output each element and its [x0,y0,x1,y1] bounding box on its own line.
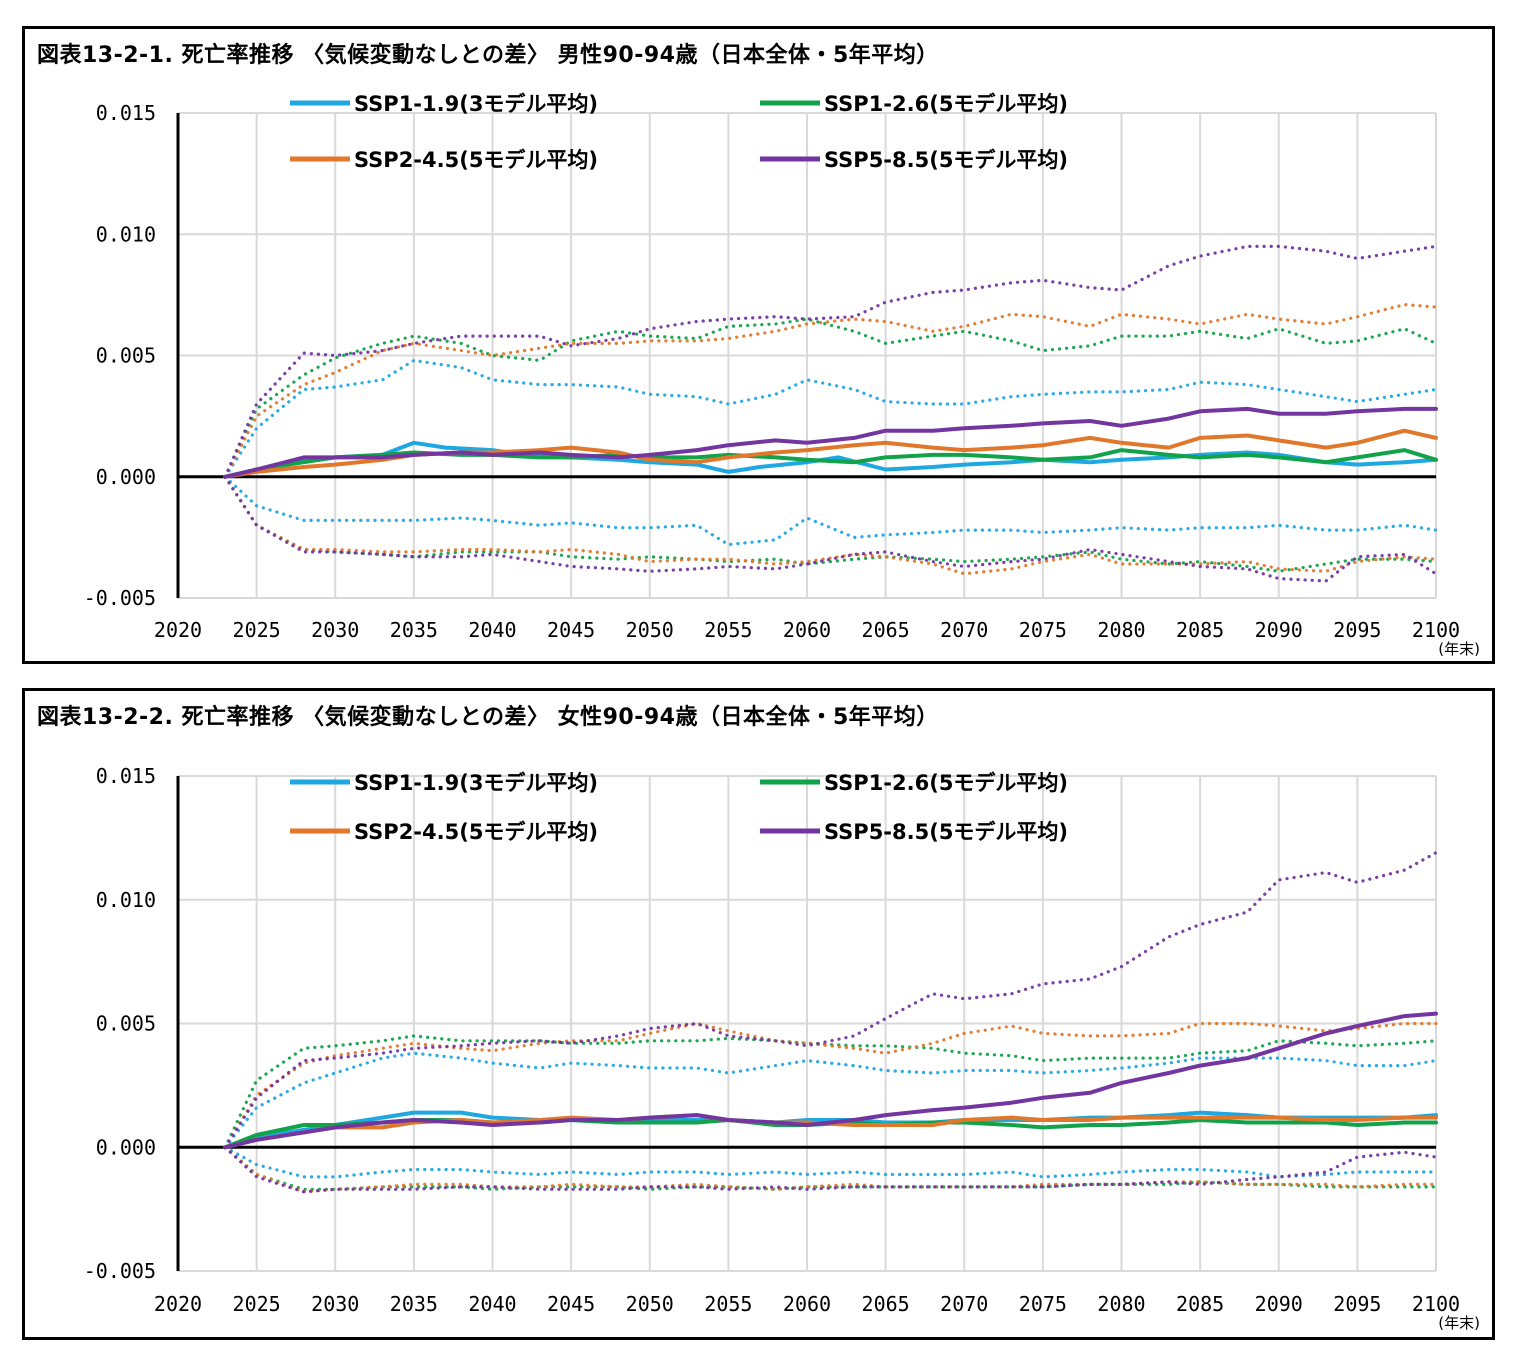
y-tick-label: 0.000 [96,465,156,489]
dotted-series-ssp2-4-5 [223,475,1438,576]
dotted-series-ssp1-2-6 [223,475,1438,573]
x-tick-label: 2065 [862,618,910,642]
x-tick-label: 2040 [468,1292,516,1316]
legend-label: SSP1-2.6(5モデル平均) [824,92,1068,116]
y-tick-label: 0.005 [96,344,156,368]
y-tick-label: 0.000 [96,1135,156,1159]
x-tick-label: 2065 [862,1292,910,1316]
legend: SSP1-1.9(3モデル平均) SSP1-2.6(5モデル平均) SSP2-4.5… [290,771,1068,844]
dotted-series-ssp5-8-5 [223,475,1438,583]
dotted-series-ssp2-4-5 [223,303,1438,479]
x-tick-label: 2070 [940,618,988,642]
x-tick-label: 2055 [704,1292,752,1316]
y-tick-label: 0.015 [96,101,156,125]
x-tick-label: 2075 [1019,618,1067,642]
x-tick-label: 2020 [154,1292,202,1316]
line-chart-female: 0.015 0.010 0.005 0.000 -0.005 2020 2025 2030 20… [84,764,1480,1332]
y-tick-label: 0.010 [96,888,156,912]
series-line-ssp5-8-5 [223,1011,1438,1150]
x-tick-label: 2095 [1333,1292,1381,1316]
x-tick-label: 2035 [390,618,438,642]
x-tick-label: 2090 [1255,1292,1303,1316]
chart-title: 図表13-2-1. 死亡率推移 〈気候変動なしとの差〉 男性90-94歳（日本全… [37,43,939,68]
x-tick-label: 2060 [783,618,831,642]
legend-label: SSP2-4.5(5モデル平均) [354,148,598,172]
x-unit-label: (年末) [1438,640,1480,658]
x-unit-label: (年末) [1438,1314,1480,1332]
y-tick-label: 0.015 [96,764,156,788]
y-tick-label: -0.005 [84,1259,156,1283]
chart-title: 図表13-2-2. 死亡率推移 〈気候変動なしとの差〉 女性90-94歳（日本全… [37,705,939,730]
x-tick-label: 2085 [1176,1292,1224,1316]
x-tick-label: 2095 [1333,618,1381,642]
x-tick-label: 2035 [390,1292,438,1316]
legend-label: SSP2-4.5(5モデル平均) [354,820,598,844]
gridlines [178,775,1437,1272]
dotted-series-ssp5-8-5 [223,1145,1438,1194]
x-tick-label: 2045 [547,618,595,642]
dotted-series-ssp1-1-9 [223,358,1438,479]
y-tick-label: -0.005 [84,586,156,610]
legend: SSP1-1.9(3モデル平均) SSP1-2.6(5モデル平均) SSP2-4.5… [290,92,1068,172]
legend-label: SSP1-1.9(3モデル平均) [354,92,598,116]
x-tick-label: 2100 [1412,1292,1460,1316]
x-tick-label: 2100 [1412,618,1460,642]
chart-panel-female: 図表13-2-2. 死亡率推移 〈気候変動なしとの差〉 女性90-94歳（日本全… [22,688,1495,1340]
x-tick-label: 2085 [1176,618,1224,642]
series-group [223,851,1438,1194]
x-tick-label: 2030 [311,618,359,642]
dotted-series-ssp2-4-5 [223,1145,1438,1194]
chart-panel-male: 図表13-2-1. 死亡率推移 〈気候変動なしとの差〉 男性90-94歳（日本全… [22,26,1495,664]
y-tick-label: 0.010 [96,222,156,246]
x-tick-label: 2075 [1019,1292,1067,1316]
x-tick-label: 2045 [547,1292,595,1316]
series-group [223,244,1438,583]
x-tick-label: 2070 [940,1292,988,1316]
x-tick-label: 2060 [783,1292,831,1316]
x-tick-label: 2040 [468,618,516,642]
x-tick-label: 2030 [311,1292,359,1316]
dotted-series-ssp1-1-9 [223,1145,1438,1179]
x-tick-label: 2025 [233,618,281,642]
x-tick-label: 2020 [154,618,202,642]
legend-label: SSP1-2.6(5モデル平均) [824,771,1068,795]
series-line-ssp5-8-5 [223,406,1438,479]
y-tick-label: 0.005 [96,1012,156,1036]
x-tick-label: 2050 [626,1292,674,1316]
legend-label: SSP1-1.9(3モデル平均) [354,771,598,795]
dotted-series-ssp5-8-5 [223,244,1438,479]
gridlines [178,112,1437,599]
dotted-series-ssp1-2-6 [223,1034,1438,1149]
dotted-series-ssp1-2-6 [223,317,1438,479]
dotted-series-ssp5-8-5 [223,851,1438,1149]
x-tick-label: 2025 [233,1292,281,1316]
x-tick-label: 2050 [626,618,674,642]
x-tick-label: 2080 [1097,618,1145,642]
x-tick-label: 2080 [1097,1292,1145,1316]
x-tick-label: 2055 [704,618,752,642]
x-tick-label: 2090 [1255,618,1303,642]
dotted-series-ssp1-2-6 [223,1145,1438,1191]
line-chart-male: 0.015 0.010 0.005 0.000 -0.005 2020 2025 2030 20… [84,92,1480,658]
dotted-series-ssp1-1-9 [223,1051,1438,1149]
legend-label: SSP5-8.5(5モデル平均) [824,148,1068,172]
dotted-series-ssp1-1-9 [223,475,1438,547]
legend-label: SSP5-8.5(5モデル平均) [824,820,1068,844]
series-line-ssp1-1-9 [223,1110,1438,1150]
dotted-series-ssp2-4-5 [223,1021,1438,1149]
